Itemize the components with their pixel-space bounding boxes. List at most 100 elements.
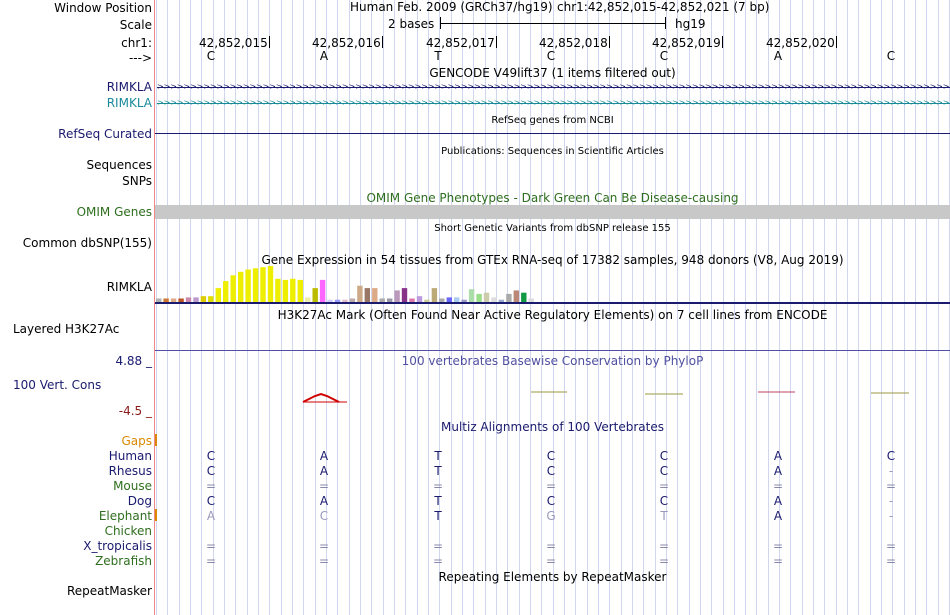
gtex-tissue-bar[interactable] — [200, 296, 207, 302]
gtex-tissue-bar[interactable] — [431, 288, 438, 302]
track-label-repeatmasker[interactable]: RepeatMasker — [66, 584, 152, 598]
species-label-mouse[interactable]: Mouse — [113, 479, 152, 493]
species-label-chicken[interactable]: Chicken — [104, 524, 152, 538]
gtex-tissue-bar[interactable] — [506, 293, 512, 302]
gtex-tissue-bar[interactable] — [238, 271, 244, 302]
grid-line — [553, 0, 554, 615]
gtex-tissue-bar[interactable] — [319, 279, 326, 302]
track-label-omim-genes[interactable]: OMIM Genes — [76, 205, 152, 219]
gtex-tissue-bar[interactable] — [424, 299, 430, 302]
gtex-tissue-bar[interactable] — [357, 285, 363, 302]
gtex-tissue-bar[interactable] — [379, 298, 385, 303]
gtex-tissue-bar[interactable] — [267, 266, 274, 302]
gtex-tissue-bar[interactable] — [409, 298, 415, 303]
omim-gene-band[interactable] — [155, 205, 950, 219]
gtex-tissue-bar[interactable] — [342, 299, 348, 302]
grid-line — [383, 0, 384, 615]
gtex-tissue-bar[interactable] — [401, 288, 408, 302]
scale-text: 2 bases — [388, 17, 435, 31]
track-label-rimkla-gencode-alt[interactable]: RIMKLA — [106, 96, 152, 110]
alignment-base-human: C — [659, 449, 669, 463]
gtex-bar-chart[interactable] — [155, 265, 950, 303]
track-label-rimkla-gencode[interactable]: RIMKLA — [106, 80, 152, 94]
alignment-base-zebrafish: = — [885, 554, 897, 568]
gtex-tissue-bar[interactable] — [439, 298, 445, 303]
gtex-tissue-bar[interactable] — [454, 297, 460, 302]
alignment-base-xtrop: = — [432, 539, 444, 553]
track-label-sequences[interactable]: Sequences — [86, 158, 152, 172]
grid-line — [779, 0, 780, 615]
gtex-tissue-bar[interactable] — [334, 299, 341, 302]
gtex-tissue-bar[interactable] — [461, 299, 467, 302]
gtex-tissue-bar[interactable] — [491, 297, 497, 302]
gtex-tissue-bar[interactable] — [394, 290, 400, 302]
track-label-snps[interactable]: SNPs — [122, 174, 152, 188]
gtex-tissue-bar[interactable] — [208, 296, 214, 302]
species-label-elephant[interactable]: Elephant — [98, 509, 152, 523]
gtex-tissue-bar[interactable] — [416, 296, 423, 302]
gtex-tissue-bar[interactable] — [528, 298, 534, 303]
gtex-tissue-bar[interactable] — [297, 279, 303, 302]
gtex-tissue-bar[interactable] — [215, 288, 221, 302]
species-label-human[interactable]: Human — [108, 449, 152, 463]
alignment-base-elephant: - — [888, 509, 894, 523]
gtex-tissue-bar[interactable] — [185, 297, 192, 302]
gtex-tissue-bar[interactable] — [483, 292, 490, 302]
grid-line — [643, 0, 644, 615]
gtex-tissue-bar[interactable] — [170, 298, 177, 303]
grid-line — [167, 0, 168, 615]
alignment-base-zebrafish: = — [205, 554, 217, 568]
gtex-tissue-bar[interactable] — [312, 288, 318, 302]
gtex-tissue-bar[interactable] — [193, 297, 199, 302]
gtex-tissue-bar[interactable] — [260, 267, 266, 302]
alignment-base-human: C — [886, 449, 896, 463]
gtex-tissue-bar[interactable] — [498, 299, 505, 302]
track-label-refseq-curated[interactable]: RefSeq Curated — [58, 127, 152, 141]
gtex-tissue-bar[interactable] — [290, 278, 296, 302]
species-label-dog[interactable]: Dog — [127, 494, 152, 508]
track-label-gaps[interactable]: Gaps — [121, 434, 152, 448]
track-label-gtex-rimkla[interactable]: RIMKLA — [106, 280, 152, 294]
grid-line — [201, 0, 202, 615]
track-label-layered-h3k27ac[interactable]: Layered H3K27Ac — [13, 322, 120, 336]
track-label-100-vert-cons[interactable]: 100 Vert. Cons — [13, 378, 102, 392]
grid-line — [337, 0, 338, 615]
rimkla-gencode-gene-line[interactable]: >>>>>>>>>>>>>>>>>>>>>>>>>>>>>>>>>>>>>>>>… — [157, 81, 950, 93]
species-label-rhesus[interactable]: Rhesus — [108, 464, 152, 478]
track-display-area[interactable]: Human Feb. 2009 (GRCh37/hg19) chr1:42,85… — [155, 0, 950, 615]
gtex-tissue-bar[interactable] — [230, 275, 236, 302]
grid-line — [462, 0, 463, 615]
gtex-tissue-bar[interactable] — [476, 293, 482, 302]
rimkla-gencode-alt-gene-line[interactable]: >>>>>>>>>>>>>>>>>>>>>>>>>>>>>>>>>>>>>>>>… — [157, 97, 950, 109]
gtex-tissue-bar[interactable] — [364, 288, 370, 302]
species-label-x-tropicalis[interactable]: X_tropicalis — [83, 539, 152, 553]
species-label-zebrafish[interactable]: Zebrafish — [95, 554, 152, 568]
gtex-tissue-bar[interactable] — [372, 288, 378, 302]
h3k27ac-track-title: H3K27Ac Mark (Often Found Near Active Re… — [277, 308, 828, 322]
omim-track-title: OMIM Gene Phenotypes - Dark Green Can Be… — [366, 191, 739, 205]
gtex-tissue-bar[interactable] — [178, 298, 184, 303]
gtex-baseline — [155, 302, 950, 304]
refseq-gene-line[interactable] — [155, 133, 950, 134]
h3k27ac-signal-line[interactable] — [155, 350, 950, 351]
alignment-base-mouse: = — [432, 479, 444, 493]
gtex-tissue-bar[interactable] — [282, 279, 289, 302]
gtex-tissue-bar[interactable] — [252, 268, 259, 302]
gtex-tissue-bar[interactable] — [387, 298, 393, 303]
gtex-tissue-bar[interactable] — [513, 290, 519, 302]
gtex-tissue-bar[interactable] — [349, 298, 356, 303]
track-label-common-dbsnp[interactable]: Common dbSNP(155) — [22, 236, 152, 250]
gtex-tissue-bar[interactable] — [223, 281, 229, 302]
gtex-tissue-bar[interactable] — [245, 269, 251, 303]
gtex-tissue-bar[interactable] — [521, 292, 527, 302]
gtex-tissue-bar[interactable] — [305, 297, 311, 302]
gtex-tissue-bar[interactable] — [156, 298, 162, 303]
conservation-plot[interactable] — [155, 380, 950, 410]
gtex-tissue-bar[interactable] — [446, 297, 452, 302]
gtex-tissue-bar[interactable] — [327, 299, 333, 302]
grid-line — [858, 0, 859, 615]
gtex-tissue-bar[interactable] — [163, 298, 169, 303]
gtex-tissue-bar[interactable] — [468, 289, 475, 302]
gaps-marker — [155, 434, 157, 446]
gtex-tissue-bar[interactable] — [275, 278, 281, 302]
